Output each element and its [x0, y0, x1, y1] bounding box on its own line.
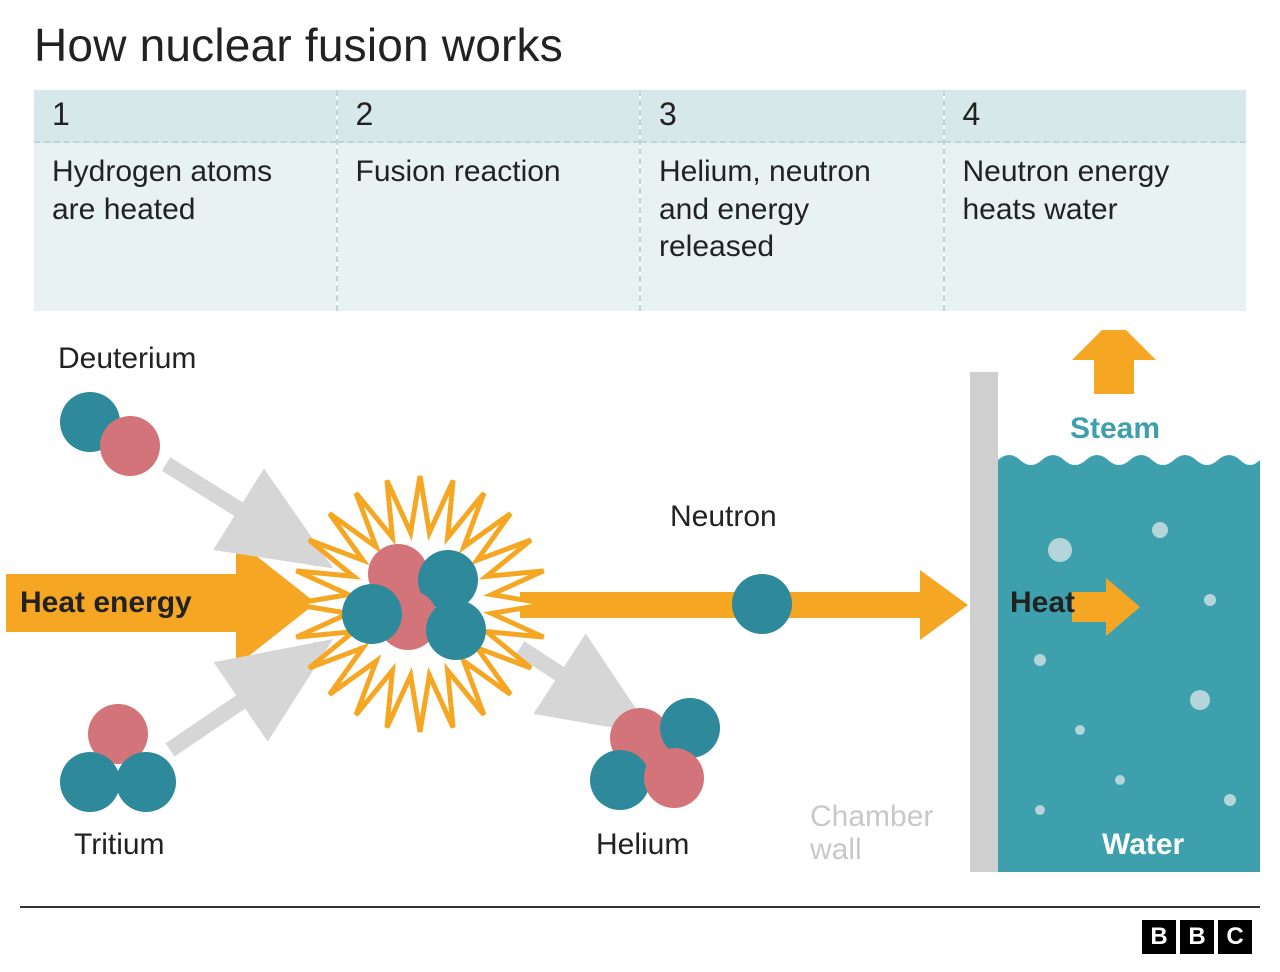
label-neutron: Neutron	[670, 500, 777, 534]
step-2-number: 2	[338, 90, 640, 143]
label-chamber-wall-text: Chamberwall	[810, 800, 933, 866]
step-4: 4 Neutron energy heats water	[945, 90, 1247, 311]
footer-divider	[20, 906, 1260, 908]
fusion-diagram: Deuterium Tritium Heat energy Neutron He…	[0, 330, 1280, 890]
label-heat: Heat	[1010, 586, 1075, 620]
label-helium: Helium	[596, 828, 689, 862]
label-deuterium: Deuterium	[58, 342, 196, 376]
step-4-desc: Neutron energy heats water	[945, 143, 1247, 311]
step-3: 3 Helium, neutron and energy released	[641, 90, 945, 311]
bbc-logo-b2: B	[1180, 920, 1214, 954]
step-1: 1 Hydrogen atoms are heated	[34, 90, 338, 311]
step-2: 2 Fusion reaction	[338, 90, 642, 311]
label-tritium: Tritium	[74, 828, 165, 862]
infographic-canvas: How nuclear fusion works 1 Hydrogen atom…	[0, 0, 1280, 972]
bbc-logo: B B C	[1142, 920, 1252, 954]
step-3-number: 3	[641, 90, 943, 143]
step-1-number: 1	[34, 90, 336, 143]
bbc-logo-c: C	[1218, 920, 1252, 954]
label-steam: Steam	[1070, 412, 1160, 446]
label-water: Water	[1102, 828, 1184, 862]
bbc-logo-b1: B	[1142, 920, 1176, 954]
label-chamber-wall: Chamberwall	[810, 800, 933, 866]
step-3-desc: Helium, neutron and energy released	[641, 143, 943, 311]
steps-table: 1 Hydrogen atoms are heated 2 Fusion rea…	[34, 90, 1246, 311]
step-2-desc: Fusion reaction	[338, 143, 640, 311]
label-heat-energy: Heat energy	[20, 586, 192, 620]
step-4-number: 4	[945, 90, 1247, 143]
step-1-desc: Hydrogen atoms are heated	[34, 143, 336, 311]
page-title: How nuclear fusion works	[34, 18, 563, 72]
